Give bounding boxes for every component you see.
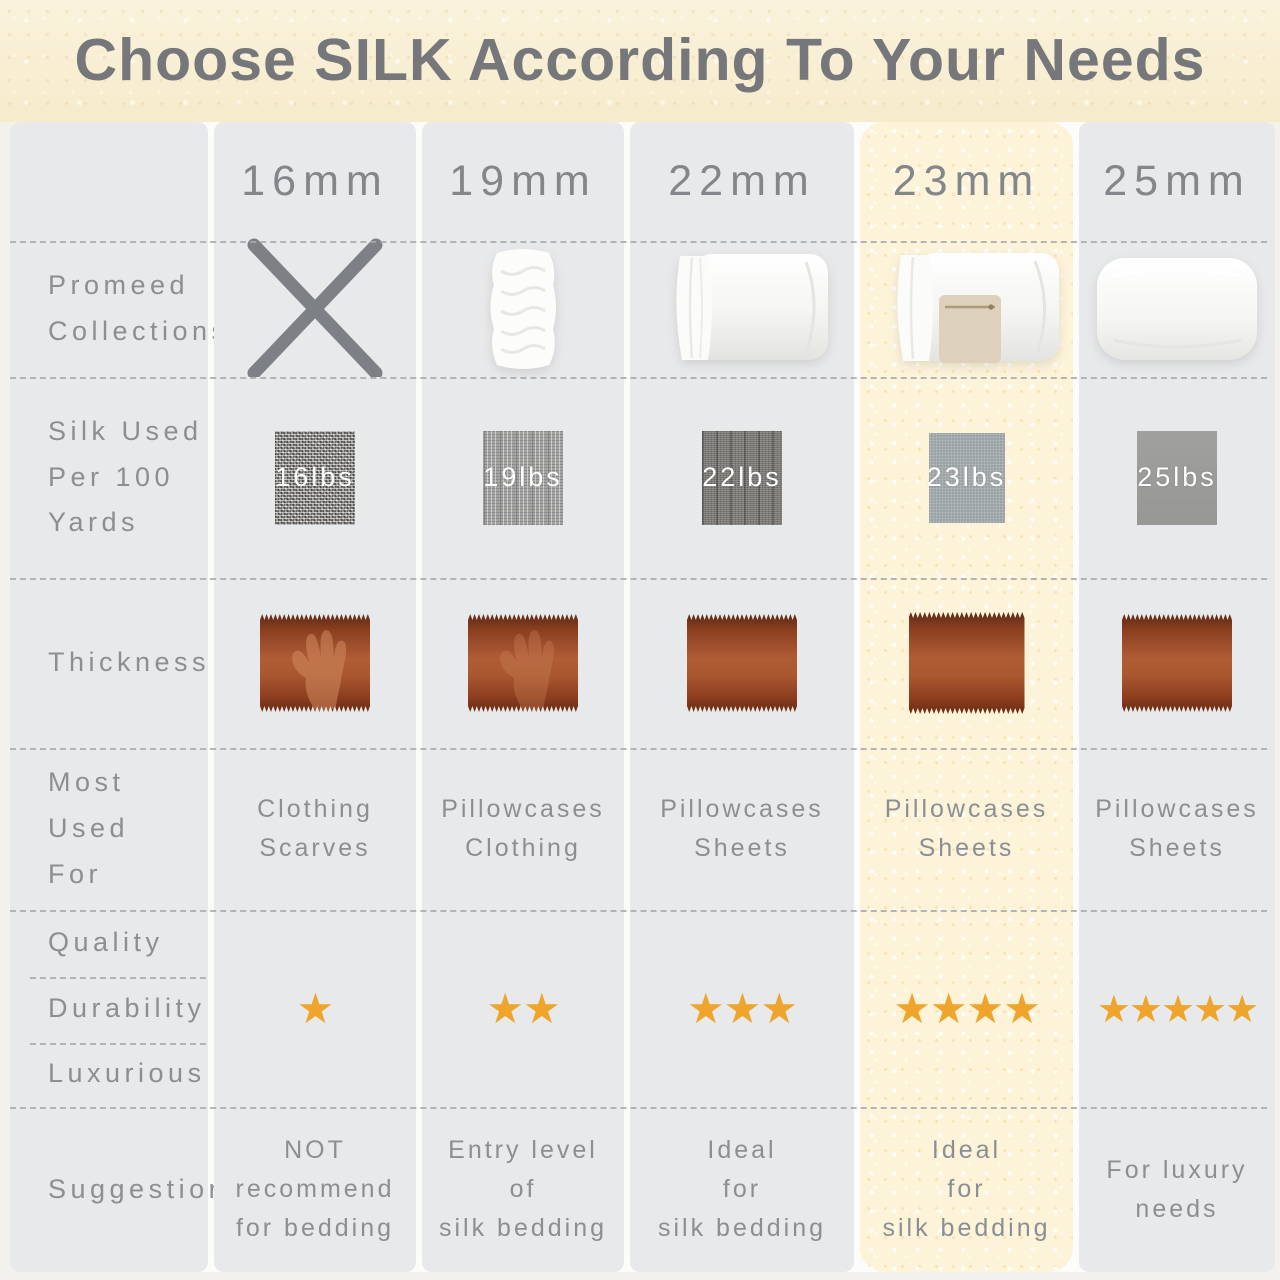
collections-25mm-photo <box>1079 241 1275 377</box>
star-rating-icon: ★ <box>296 984 335 1033</box>
collections-19mm-photo <box>422 241 624 377</box>
rating-23mm: ★★★★ <box>860 910 1073 1107</box>
row-label-quality: Quality <box>48 926 164 957</box>
corner-cell <box>10 122 208 241</box>
thickness-swatch-opaque <box>1122 614 1232 712</box>
pillowcase-pair-image <box>676 254 828 360</box>
thickness-swatch-opaque <box>687 614 797 712</box>
row-divider <box>10 910 1267 912</box>
star-rating-icon: ★★ <box>486 984 560 1033</box>
thickness-19mm <box>422 578 624 748</box>
row-label-most-used-for: Most Used For <box>10 748 208 910</box>
most-used-16mm: Clothing Scarves <box>214 748 416 910</box>
silk-used-19mm: 19lbs <box>422 377 624 578</box>
row-label-collections: Promeed Collections <box>10 241 225 377</box>
row-divider <box>10 377 1267 379</box>
hand-through-fabric-icon <box>255 601 378 724</box>
most-used-23mm: Pillowcases Sheets <box>860 748 1073 910</box>
column-header-23mm-highlighted: 23mm <box>860 122 1073 241</box>
thickness-25mm <box>1079 578 1275 748</box>
most-used-22mm: Pillowcases Sheets <box>630 748 854 910</box>
rating-25mm: ★★★★★ <box>1079 910 1275 1107</box>
fabric-swatch-16lbs: 16lbs <box>275 430 355 525</box>
sub-row-divider <box>30 1043 206 1045</box>
collections-23mm-photo <box>860 241 1073 377</box>
collections-16mm-not-available <box>214 238 416 380</box>
sub-row-divider <box>30 977 206 979</box>
suggestion-25mm: For luxury needs <box>1079 1107 1275 1272</box>
row-divider <box>10 578 1267 580</box>
scrunched-pillowcase-image <box>490 249 556 369</box>
thickness-swatch-sheer <box>260 614 370 712</box>
most-used-19mm: Pillowcases Clothing <box>422 748 624 910</box>
thickness-swatch-opaque <box>909 612 1025 714</box>
column-header-16mm: 16mm <box>214 122 416 241</box>
fabric-swatch-25lbs: 25lbs <box>1137 430 1217 525</box>
row-label-quality-durability-luxurious: Quality Durability Luxurious <box>10 910 208 1107</box>
pillowcase-set-with-bag-image <box>896 253 1059 363</box>
thickness-swatch-semi-sheer <box>468 614 578 712</box>
silk-comparison-table: 16mm 19mm 22mm 23mm 25mm Promeed Collect… <box>10 122 1275 1272</box>
suggestion-19mm: Entry level of silk bedding <box>422 1107 624 1272</box>
silk-used-16mm: 16lbs <box>214 377 416 578</box>
row-label-luxurious: Luxurious <box>48 1058 206 1089</box>
thickness-23mm <box>860 578 1073 748</box>
hand-through-fabric-icon <box>463 601 586 724</box>
fabric-swatch-19lbs: 19lbs <box>483 430 563 525</box>
column-header-19mm: 19mm <box>422 122 624 241</box>
single-pillowcase-image <box>1097 258 1257 360</box>
thickness-16mm <box>214 578 416 748</box>
fabric-swatch-22lbs: 22lbs <box>702 430 782 525</box>
row-divider <box>10 241 1267 243</box>
rating-16mm: ★ <box>214 910 416 1107</box>
page-title: Choose SILK According To Your Needs <box>74 27 1206 93</box>
not-available-x-icon <box>247 238 383 380</box>
silk-used-23mm: 23lbs <box>860 377 1073 578</box>
row-label-silk-used: Silk Used Per 100 Yards <box>10 377 208 578</box>
fabric-swatch-23lbs: 23lbs <box>927 432 1005 523</box>
row-label-suggestion: Suggestion <box>10 1107 224 1272</box>
column-header-22mm: 22mm <box>630 122 854 241</box>
suggestion-16mm: NOT recommend for bedding <box>214 1107 416 1272</box>
star-rating-icon: ★★★★ <box>893 984 1041 1033</box>
silk-used-22mm: 22lbs <box>630 377 854 578</box>
most-used-25mm: Pillowcases Sheets <box>1079 748 1275 910</box>
silk-used-25mm: 25lbs <box>1079 377 1275 578</box>
title-band: Choose SILK According To Your Needs <box>0 0 1280 122</box>
column-header-25mm: 25mm <box>1079 122 1275 241</box>
suggestion-22mm: Ideal for silk bedding <box>630 1107 854 1272</box>
row-divider <box>10 748 1267 750</box>
thickness-22mm <box>630 578 854 748</box>
collections-22mm-photo <box>630 241 854 377</box>
row-label-thickness: Thickness <box>10 578 208 748</box>
star-rating-icon: ★★★★★ <box>1096 986 1259 1031</box>
row-divider <box>10 1107 1267 1109</box>
suggestion-23mm: Ideal for silk bedding <box>860 1107 1073 1272</box>
row-label-durability: Durability <box>48 992 206 1023</box>
rating-22mm: ★★★ <box>630 910 854 1107</box>
star-rating-icon: ★★★ <box>687 984 798 1033</box>
rating-19mm: ★★ <box>422 910 624 1107</box>
